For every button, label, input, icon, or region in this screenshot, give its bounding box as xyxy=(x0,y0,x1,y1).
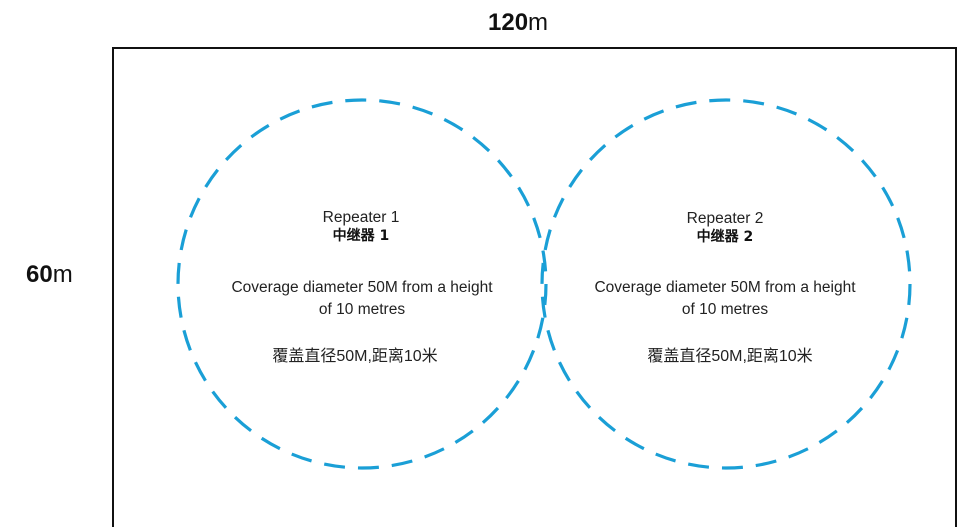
repeater-1-title-block: Repeater 1 中继器 1 xyxy=(323,209,400,245)
repeater-1-name-cn: 中继器 1 xyxy=(332,228,390,244)
repeater-2-description: Coverage diameter 50M from a height of 1… xyxy=(594,277,855,321)
repeater-2-desc-line1: Coverage diameter 50M from a height xyxy=(594,279,856,296)
width-dimension-label: 120m xyxy=(488,11,548,35)
width-unit: m xyxy=(528,9,549,36)
repeater-1-desc-line1: Coverage diameter 50M from a height xyxy=(231,279,493,296)
width-value: 120 xyxy=(488,9,529,36)
height-dimension-label: 60m xyxy=(26,263,73,287)
repeater-1-description: Coverage diameter 50M from a height of 1… xyxy=(231,277,492,321)
repeater-2-title-block: Repeater 2 中继器 2 xyxy=(687,210,764,246)
repeater-2-name: Repeater 2 xyxy=(686,210,764,227)
repeater-1-name: Repeater 1 xyxy=(322,209,400,226)
repeater-2-name-cn: 中继器 2 xyxy=(696,229,754,245)
repeater-1-desc-line2: of 10 metres xyxy=(318,301,406,318)
height-unit: m xyxy=(52,261,73,288)
height-value: 60 xyxy=(26,261,53,288)
repeater-2-desc-cn: 覆盖直径50M,距离10米 xyxy=(647,348,813,365)
area-boundary xyxy=(112,47,957,527)
repeater-1-desc-cn: 覆盖直径50M,距离10米 xyxy=(272,348,438,365)
repeater-2-desc-line2: of 10 metres xyxy=(681,301,769,318)
